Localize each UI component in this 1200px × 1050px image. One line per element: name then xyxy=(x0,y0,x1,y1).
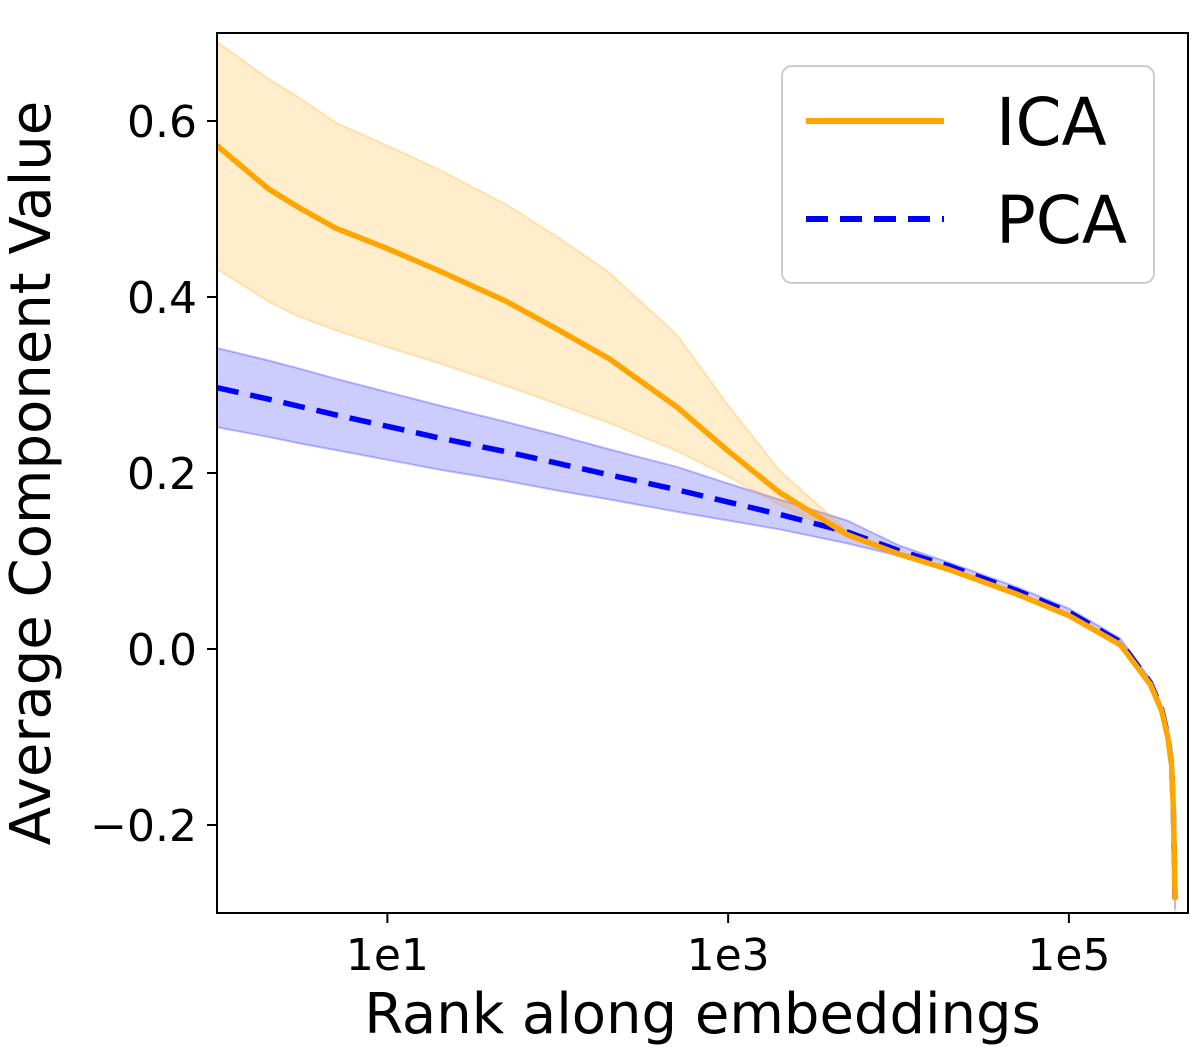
series-lines xyxy=(217,143,1178,903)
x-tick-label: 1e3 xyxy=(687,930,770,981)
band-pca xyxy=(217,347,1177,910)
y-tick-label: 0.6 xyxy=(127,97,197,148)
band-ica xyxy=(217,40,1177,913)
legend: ICA PCA xyxy=(781,65,1155,284)
y-axis-label: Average Component Value xyxy=(0,101,64,845)
y-tick-label: 0.4 xyxy=(127,273,197,324)
x-tick-label: 1e1 xyxy=(346,930,429,981)
y-axis-ticks: −0.2 0.0 0.2 0.4 0.6 xyxy=(90,97,217,852)
x-tick-label: 1e5 xyxy=(1027,930,1110,981)
y-tick-label: −0.2 xyxy=(90,801,197,852)
confidence-bands xyxy=(217,40,1177,913)
legend-label-pca: PCA xyxy=(996,182,1127,259)
legend-label-ica: ICA xyxy=(996,84,1107,161)
y-tick-label: 0.0 xyxy=(127,625,197,676)
y-tick-label: 0.2 xyxy=(127,449,197,500)
series-line-pca xyxy=(217,384,1178,903)
x-axis-ticks: 1e1 1e3 1e5 xyxy=(346,913,1110,981)
x-axis-label: Rank along embeddings xyxy=(364,982,1041,1047)
series-line-ica xyxy=(217,143,1178,900)
